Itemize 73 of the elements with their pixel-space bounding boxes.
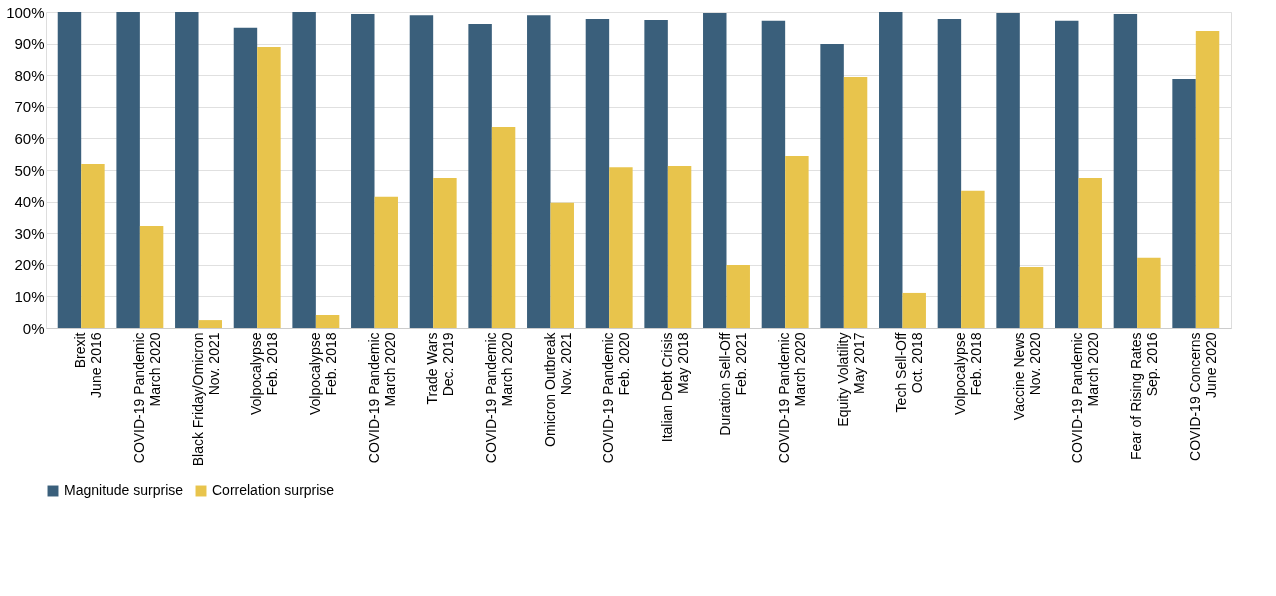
x-tick-label: COVID-19 Pandemic Feb. 2020: [600, 332, 633, 464]
bar: [761, 20, 786, 328]
bar: [527, 15, 551, 328]
x-tick-label: Fear of Rising Rates Sep. 2016: [1128, 332, 1161, 461]
x-tick-label: Vaccine News Nov. 2020: [1010, 332, 1043, 421]
bar: [468, 24, 492, 328]
y-tick-label: 80%: [14, 66, 45, 84]
bar: [409, 15, 434, 328]
legend-label: Magnitude surprise: [64, 482, 184, 498]
bar: [198, 320, 222, 328]
y-tick-label: 30%: [14, 224, 45, 242]
bar: [257, 47, 281, 328]
x-tick-label: Volpocalypse Feb. 2018: [306, 332, 339, 416]
bar: [433, 177, 457, 328]
bar: [1078, 177, 1102, 328]
x-tick-label: COVID-19 Pandemic March 2020: [130, 332, 163, 464]
bar: [667, 165, 692, 328]
bar: [175, 12, 199, 328]
bar: [491, 127, 516, 328]
x-tick-label: Duration Sell-Off Feb. 2021: [717, 332, 750, 436]
bar: [644, 19, 668, 328]
x-tick-label: COVID-19 Concerns June 2020: [1186, 332, 1219, 461]
y-tick-label: 70%: [14, 98, 45, 116]
bar: [1195, 30, 1220, 328]
bar: [292, 12, 316, 328]
bar: [1113, 13, 1138, 328]
y-tick-label: 90%: [14, 35, 45, 53]
y-tick-label: 100%: [6, 3, 45, 21]
bar: [703, 12, 727, 328]
y-tick-label: 20%: [14, 256, 45, 274]
bar: [116, 12, 140, 328]
y-tick-label: 60%: [14, 129, 45, 147]
bar: [843, 77, 868, 328]
x-tick-label: Black Friday/Omicron Nov. 2021: [189, 332, 222, 467]
bar: [1019, 267, 1044, 328]
x-tick-label: Tech Sell-Off Oct. 2018: [893, 332, 926, 413]
x-tick-label: Equity Volatility May 2017: [834, 332, 867, 427]
bar: [585, 18, 610, 328]
x-tick-label: COVID-19 Pandemic March 2020: [482, 332, 515, 464]
bar: [1137, 257, 1161, 328]
bar: [820, 43, 844, 328]
bar: [937, 18, 962, 328]
bar: [315, 315, 340, 328]
bar: [996, 12, 1020, 328]
y-tick-label: 40%: [14, 193, 45, 211]
x-tick-label: Volpocalypse Feb. 2018: [248, 332, 281, 416]
bar: [374, 196, 398, 328]
bar: [609, 167, 633, 328]
legend-label: Correlation surprise: [212, 482, 335, 498]
bar: [902, 292, 926, 328]
x-tick-label: Volpocalypse Feb. 2018: [952, 332, 985, 416]
x-tick-label: Omicron Outbreak Nov. 2021: [541, 331, 574, 447]
bar: [1055, 20, 1079, 328]
bar: [351, 13, 375, 328]
bar: [550, 202, 574, 328]
y-tick-label: 0%: [22, 319, 45, 337]
bar: [81, 164, 105, 328]
bar: [726, 265, 750, 328]
bar: [879, 12, 903, 328]
bar: [1172, 78, 1196, 328]
bar: [785, 156, 809, 328]
bar: [233, 27, 258, 328]
y-tick-label: 10%: [14, 287, 45, 305]
bar: [139, 225, 164, 328]
x-tick-label: Italian Debt Crisis May 2018: [658, 332, 691, 443]
x-tick-label: Brexit June 2016: [72, 332, 105, 398]
x-tick-label: COVID-19 Pandemic March 2020: [776, 332, 809, 464]
x-tick-label: COVID-19 Pandemic March 2020: [365, 332, 398, 464]
y-tick-label: 50%: [14, 161, 45, 179]
bar: [961, 190, 985, 328]
bar: [57, 12, 82, 328]
x-tick-label: Trade Wars Dec. 2019: [424, 332, 457, 405]
x-tick-label: COVID-19 Pandemic March 2020: [1069, 332, 1102, 464]
